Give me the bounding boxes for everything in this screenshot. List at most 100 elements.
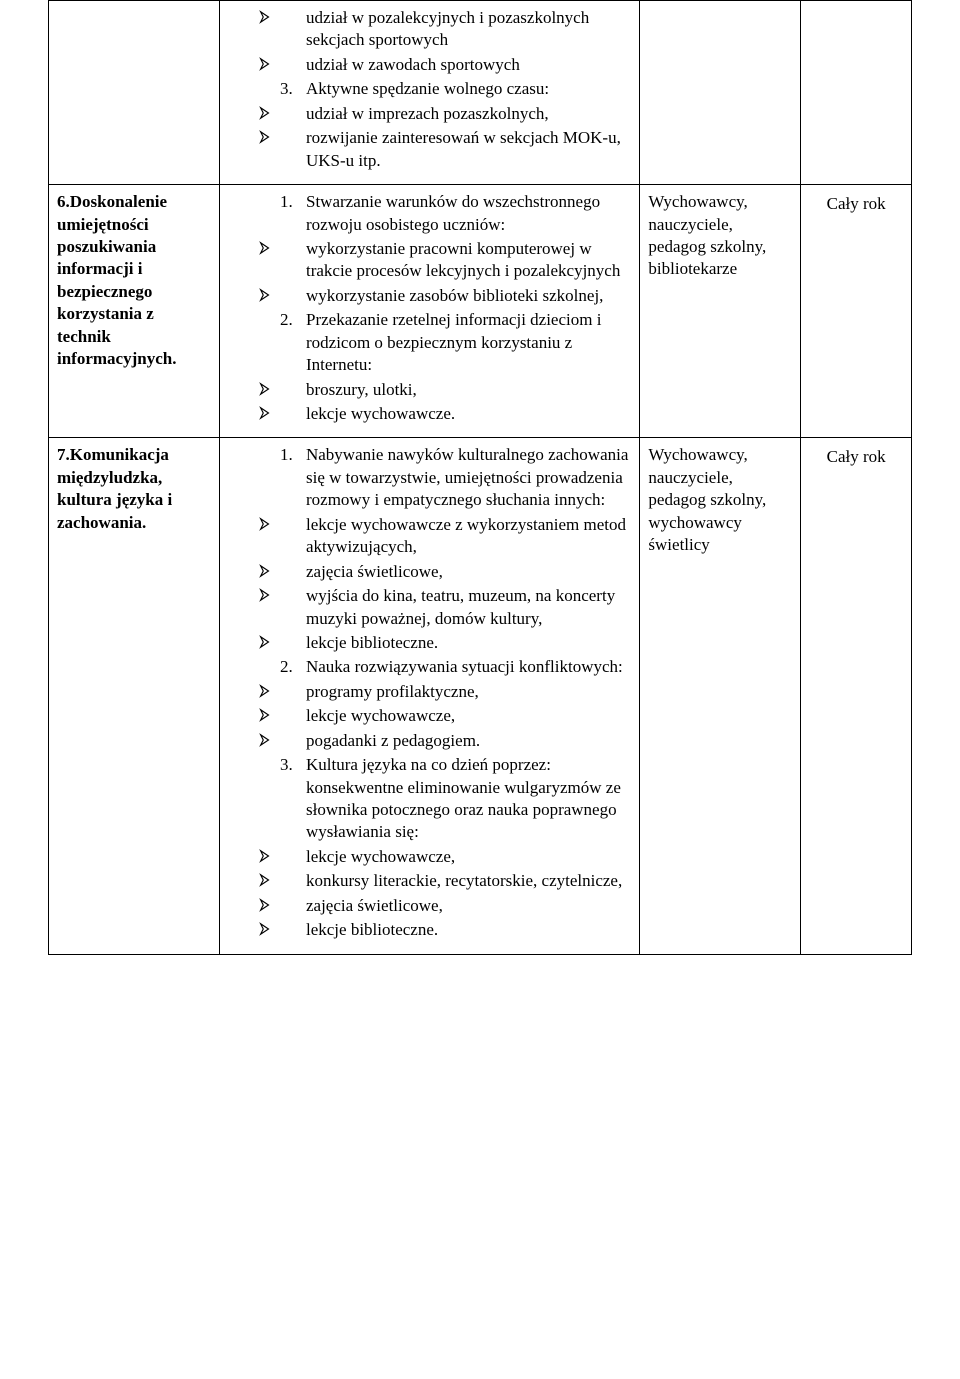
chevron-icon	[256, 238, 306, 283]
content-table: udział w pozalekcyjnych i pozaszkolnych …	[48, 0, 912, 955]
cell-term: Cały rok	[801, 185, 912, 438]
content-list: 1.Nabywanie nawyków kulturalnego zachowa…	[228, 444, 631, 941]
chevron-icon	[256, 919, 306, 941]
cell-topic: 7.Komunikacja międzyludzka, kultura języ…	[49, 438, 220, 954]
bullet-item: lekcje wychowawcze z wykorzystaniem meto…	[256, 514, 631, 559]
item-number: 1.	[280, 191, 306, 236]
bullet-item: wykorzystanie zasobów biblioteki szkolne…	[256, 285, 631, 307]
document-page: udział w pozalekcyjnych i pozaszkolnych …	[0, 0, 960, 995]
bullet-item: udział w zawodach sportowych	[256, 54, 631, 76]
bullet-item: zajęcia świetlicowe,	[256, 895, 631, 917]
bullet-item: lekcje biblioteczne.	[256, 919, 631, 941]
bullet-item: konkursy literackie, recytatorskie, czyt…	[256, 870, 631, 892]
chevron-icon	[256, 103, 306, 125]
chevron-icon	[256, 681, 306, 703]
item-text: Kultura języka na co dzień poprzez: kons…	[306, 754, 631, 844]
content-list: 1.Stwarzanie warunków do wszechstronnego…	[228, 191, 631, 425]
bullet-item: programy profilaktyczne,	[256, 681, 631, 703]
cell-content: 1.Nabywanie nawyków kulturalnego zachowa…	[219, 438, 639, 954]
item-text: konkursy literackie, recytatorskie, czyt…	[306, 870, 631, 892]
item-number: 2.	[280, 309, 306, 376]
chevron-icon	[256, 705, 306, 727]
item-text: lekcje wychowawcze.	[306, 403, 631, 425]
item-number: 3.	[280, 754, 306, 844]
item-text: pogadanki z pedagogiem.	[306, 730, 631, 752]
cell-content: 1.Stwarzanie warunków do wszechstronnego…	[219, 185, 639, 438]
item-number: 1.	[280, 444, 306, 511]
cell-responsible: Wychowawcy, nauczyciele, pedagog szkolny…	[640, 185, 801, 438]
item-number: 2.	[280, 656, 306, 678]
item-text: zajęcia świetlicowe,	[306, 561, 631, 583]
bullet-item: udział w imprezach pozaszkolnych,	[256, 103, 631, 125]
item-text: rozwijanie zainteresowań w sekcjach MOK-…	[306, 127, 631, 172]
cell-responsible: Wychowawcy, nauczyciele, pedagog szkolny…	[640, 438, 801, 954]
numbered-item: 1.Stwarzanie warunków do wszechstronnego…	[280, 191, 631, 236]
item-number: 3.	[280, 78, 306, 100]
item-text: zajęcia świetlicowe,	[306, 895, 631, 917]
item-text: Nabywanie nawyków kulturalnego zachowani…	[306, 444, 631, 511]
chevron-icon	[256, 54, 306, 76]
bullet-item: pogadanki z pedagogiem.	[256, 730, 631, 752]
item-text: broszury, ulotki,	[306, 379, 631, 401]
item-text: lekcje biblioteczne.	[306, 919, 631, 941]
chevron-icon	[256, 285, 306, 307]
chevron-icon	[256, 561, 306, 583]
cell-term: Cały rok	[801, 438, 912, 954]
bullet-item: lekcje wychowawcze,	[256, 705, 631, 727]
bullet-item: rozwijanie zainteresowań w sekcjach MOK-…	[256, 127, 631, 172]
item-text: udział w zawodach sportowych	[306, 54, 631, 76]
term-text: Cały rok	[809, 191, 903, 215]
item-text: wyjścia do kina, teatru, muzeum, na konc…	[306, 585, 631, 630]
item-text: wykorzystanie pracowni komputerowej w tr…	[306, 238, 631, 283]
term-text	[809, 7, 903, 9]
item-text: lekcje wychowawcze,	[306, 846, 631, 868]
bullet-item: udział w pozalekcyjnych i pozaszkolnych …	[256, 7, 631, 52]
table-row: 6.Doskonalenie umiejętności poszukiwania…	[49, 185, 912, 438]
chevron-icon	[256, 7, 306, 52]
bullet-item: lekcje biblioteczne.	[256, 632, 631, 654]
item-text: Aktywne spędzanie wolnego czasu:	[306, 78, 631, 100]
item-text: udział w pozalekcyjnych i pozaszkolnych …	[306, 7, 631, 52]
item-text: Przekazanie rzetelnej informacji dziecio…	[306, 309, 631, 376]
bullet-item: zajęcia świetlicowe,	[256, 561, 631, 583]
table-row: 7.Komunikacja międzyludzka, kultura języ…	[49, 438, 912, 954]
content-list: udział w pozalekcyjnych i pozaszkolnych …	[228, 7, 631, 172]
cell-responsible	[640, 1, 801, 185]
chevron-icon	[256, 127, 306, 172]
bullet-item: broszury, ulotki,	[256, 379, 631, 401]
chevron-icon	[256, 846, 306, 868]
topic-title: 7.Komunikacja międzyludzka, kultura języ…	[57, 444, 211, 534]
bullet-item: lekcje wychowawcze.	[256, 403, 631, 425]
numbered-item: 3.Aktywne spędzanie wolnego czasu:	[280, 78, 631, 100]
chevron-icon	[256, 585, 306, 630]
cell-term	[801, 1, 912, 185]
numbered-item: 2.Przekazanie rzetelnej informacji dziec…	[280, 309, 631, 376]
responsible-text: Wychowawcy, nauczyciele, pedagog szkolny…	[648, 444, 792, 556]
item-text: Nauka rozwiązywania sytuacji konfliktowy…	[306, 656, 631, 678]
cell-topic	[49, 1, 220, 185]
chevron-icon	[256, 514, 306, 559]
chevron-icon	[256, 730, 306, 752]
item-text: udział w imprezach pozaszkolnych,	[306, 103, 631, 125]
item-text: programy profilaktyczne,	[306, 681, 631, 703]
bullet-item: lekcje wychowawcze,	[256, 846, 631, 868]
responsible-text: Wychowawcy, nauczyciele, pedagog szkolny…	[648, 191, 792, 281]
cell-content: udział w pozalekcyjnych i pozaszkolnych …	[219, 1, 639, 185]
table-row: udział w pozalekcyjnych i pozaszkolnych …	[49, 1, 912, 185]
chevron-icon	[256, 379, 306, 401]
chevron-icon	[256, 632, 306, 654]
item-text: wykorzystanie zasobów biblioteki szkolne…	[306, 285, 631, 307]
numbered-item: 1.Nabywanie nawyków kulturalnego zachowa…	[280, 444, 631, 511]
chevron-icon	[256, 895, 306, 917]
bullet-item: wykorzystanie pracowni komputerowej w tr…	[256, 238, 631, 283]
chevron-icon	[256, 403, 306, 425]
item-text: lekcje wychowawcze z wykorzystaniem meto…	[306, 514, 631, 559]
chevron-icon	[256, 870, 306, 892]
topic-title: 6.Doskonalenie umiejętności poszukiwania…	[57, 191, 211, 371]
item-text: lekcje wychowawcze,	[306, 705, 631, 727]
bullet-item: wyjścia do kina, teatru, muzeum, na konc…	[256, 585, 631, 630]
item-text: Stwarzanie warunków do wszechstronnego r…	[306, 191, 631, 236]
numbered-item: 2.Nauka rozwiązywania sytuacji konflikto…	[280, 656, 631, 678]
cell-topic: 6.Doskonalenie umiejętności poszukiwania…	[49, 185, 220, 438]
term-text: Cały rok	[809, 444, 903, 468]
